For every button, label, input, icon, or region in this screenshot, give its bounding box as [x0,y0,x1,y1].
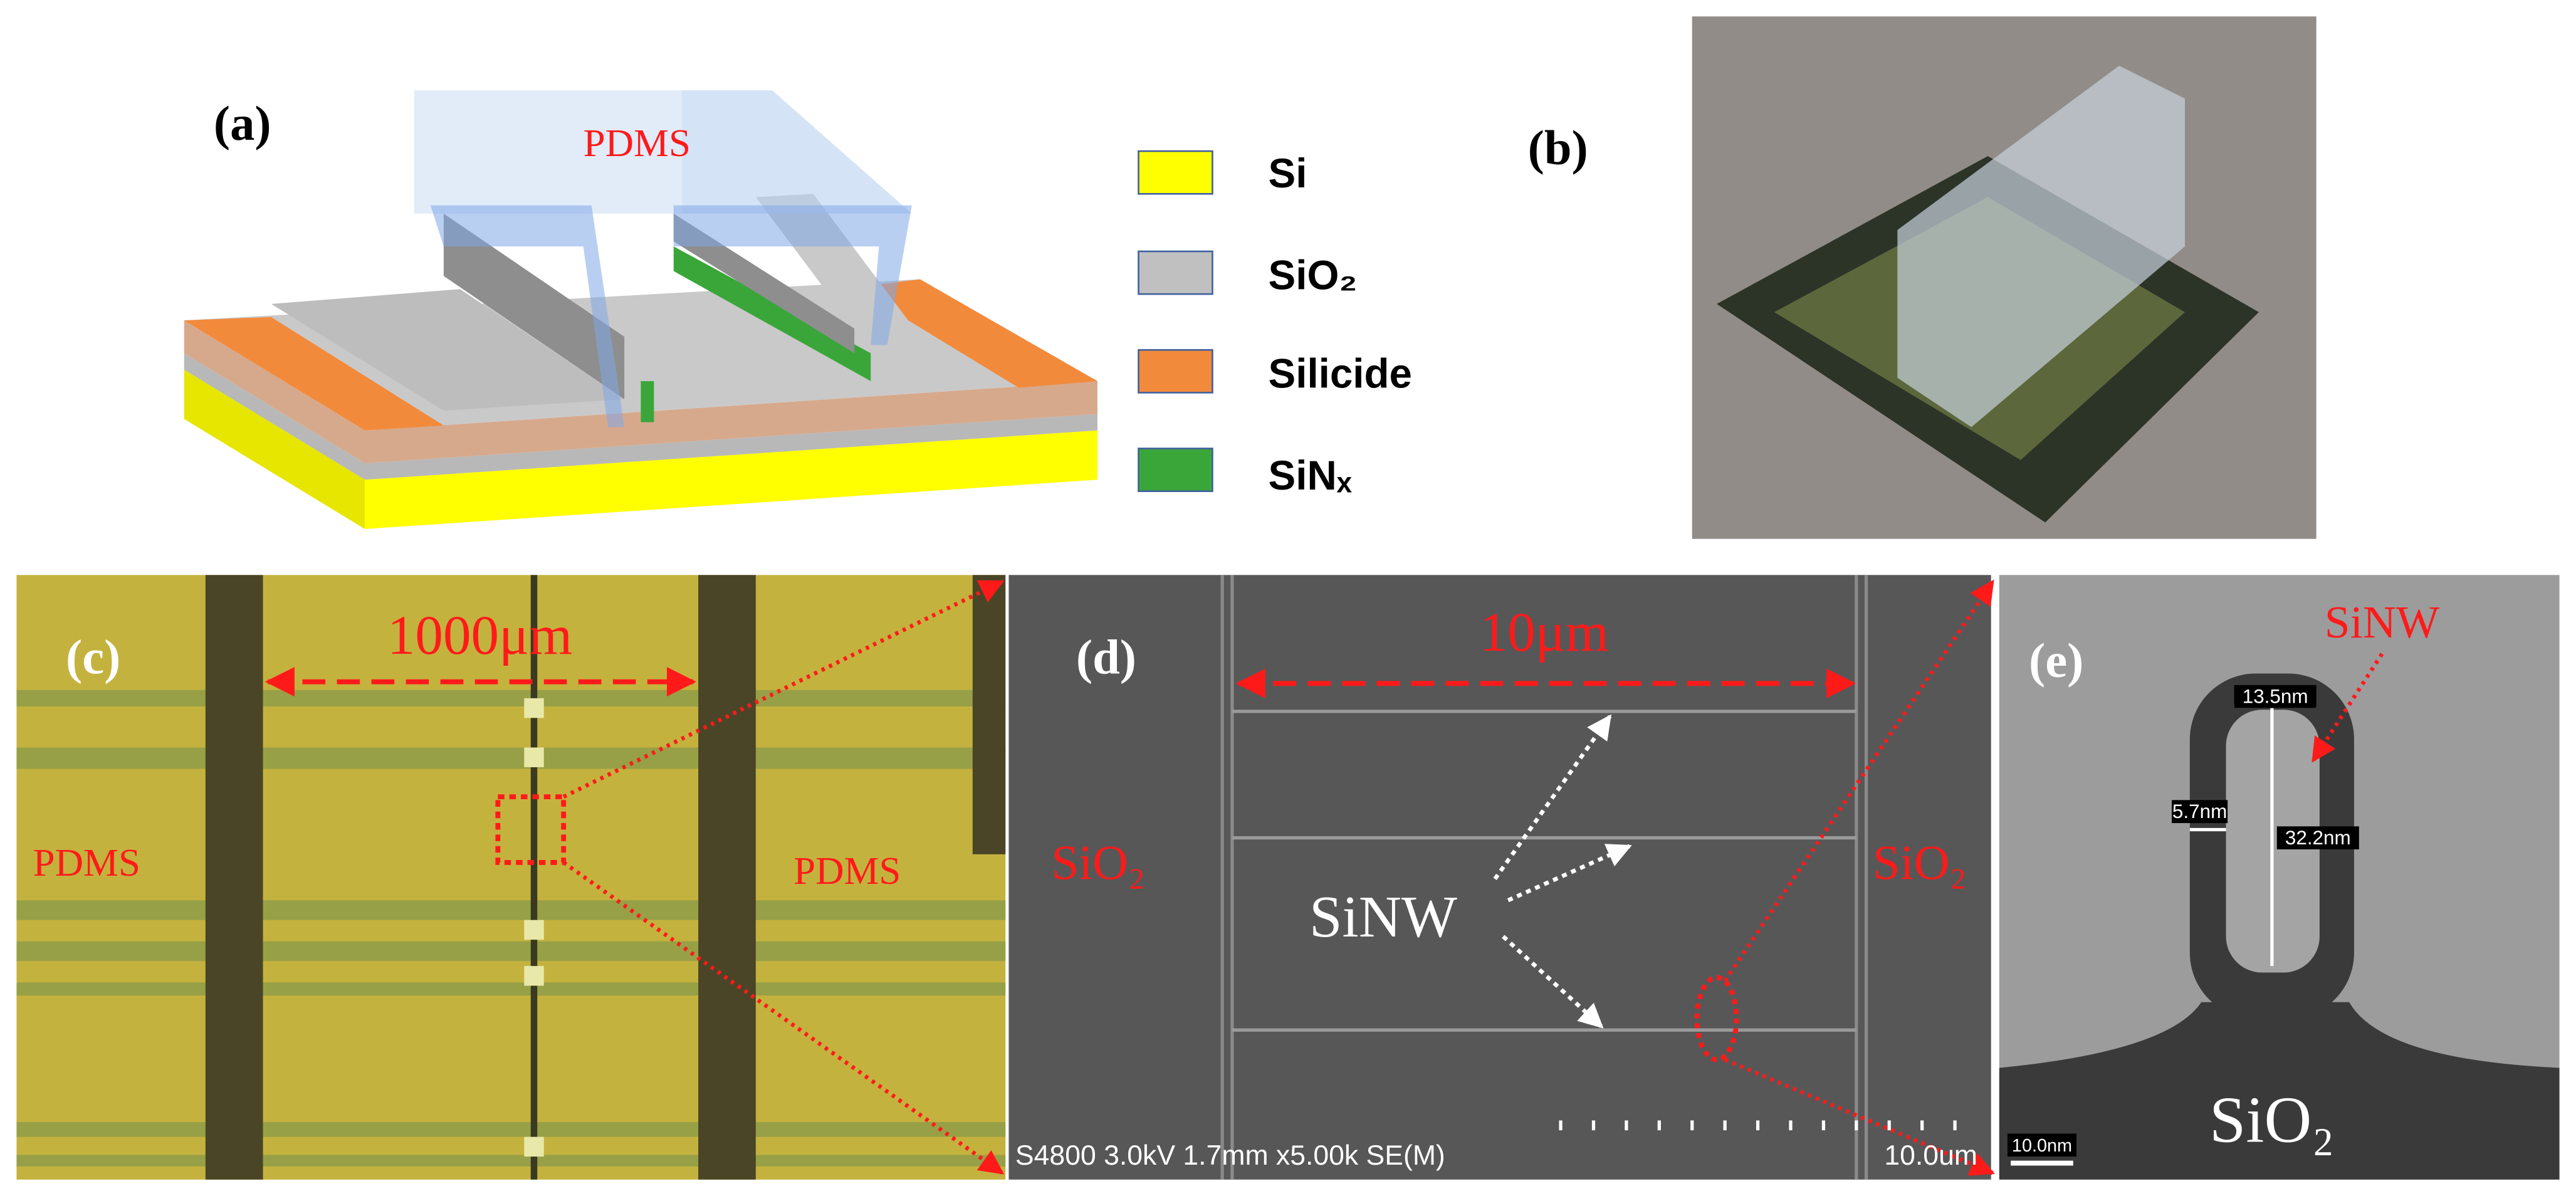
pad-right [854,279,1097,388]
pdms-label: PDMS [33,841,140,884]
sio2-label: SiO₂ [1873,836,1967,890]
pointer-arrows [1493,714,1632,1029]
legend-swatch [1138,250,1213,295]
sem-image [1008,575,1991,1180]
sinx-strip [673,246,871,382]
si-front [365,430,1097,529]
pdms-walls [205,575,1006,1180]
sio2-label: SiO₂ [2209,1084,2335,1157]
height-label: 32.2nm [2285,827,2351,849]
zoom-ellipse [1694,975,1739,1062]
label-box [2276,826,2359,849]
legend-label: Si [1269,150,1307,196]
panel-label: (e) [2029,634,2083,688]
sio2-label: SiO₂ [1052,836,1146,890]
label-box [2007,1133,2077,1157]
sinw-label: SiNW [2325,597,2440,648]
channel [530,575,538,1180]
nanowires [1232,710,1856,1032]
gate-left [271,289,625,411]
sinx-bit [641,381,654,422]
panel-d: (d) 10μm SiO₂ SiO₂ SiNW S4800 3.0kV 1.7m… [1008,575,1995,1180]
pdms-leg-right [673,205,912,345]
zoom-line [1723,579,1995,982]
panel-e: (e) SiNW 13.5nm 5.7nm 32.2nm SiO₂ 10.0nm [1999,575,2560,1180]
pdms-leg-left [430,205,625,428]
pdms-label: PDMS [793,849,901,893]
panel-c: (c) 1000μm PDMS PDMS [16,575,1006,1180]
gate-left-side [443,213,625,399]
scale-bar-label: 10.0nm [2012,1136,2072,1156]
legend-label: Silicide [1269,351,1412,397]
legend-label: SiO₂ [1269,252,1358,298]
pdms-top [414,90,682,214]
sem-footer: S4800 3.0kV 1.7mm x5.00k SE(M) [1015,1140,1445,1171]
pads [524,698,544,1157]
substrate [1999,1002,2560,1180]
legend-swatch [1138,448,1213,492]
legend-swatch [1138,150,1213,195]
oxide-layer [184,353,1097,480]
panel-label: (d) [1076,631,1136,685]
sinw-label: SiNW [1309,884,1457,950]
panel-a: (a) PDMS Si SiO₂ Silicide SiNₓ [184,90,1412,529]
panel-label: (b) [1528,121,1588,176]
scale-label: 1000μm [387,605,572,666]
legend-swatch [1138,349,1213,394]
pdms-top-right [681,90,912,214]
si-left [184,369,365,529]
label-box [2234,685,2317,708]
legend-label: SiNₓ [1269,453,1353,498]
zoom-box [495,794,567,865]
silicide-layer [184,320,1097,464]
scale-ticks [1559,1120,1957,1131]
pad-left [184,317,444,431]
label-box [2172,800,2228,824]
width-label: 13.5nm [2243,686,2308,708]
gate-right-side [673,213,855,354]
scale-bar-label: 10.0um [1884,1140,1977,1171]
panel-label: (a) [214,97,271,151]
panel-label: (c) [66,631,120,685]
wall-label: 5.7nm [2172,800,2227,822]
panel-b: (b) [1528,16,2317,539]
stripes [16,690,1006,1167]
pdms-block [1897,65,2185,428]
electrodes [1220,575,1868,1180]
scale-label: 10μm [1480,602,1609,663]
pdms-label: PDMS [584,121,691,165]
